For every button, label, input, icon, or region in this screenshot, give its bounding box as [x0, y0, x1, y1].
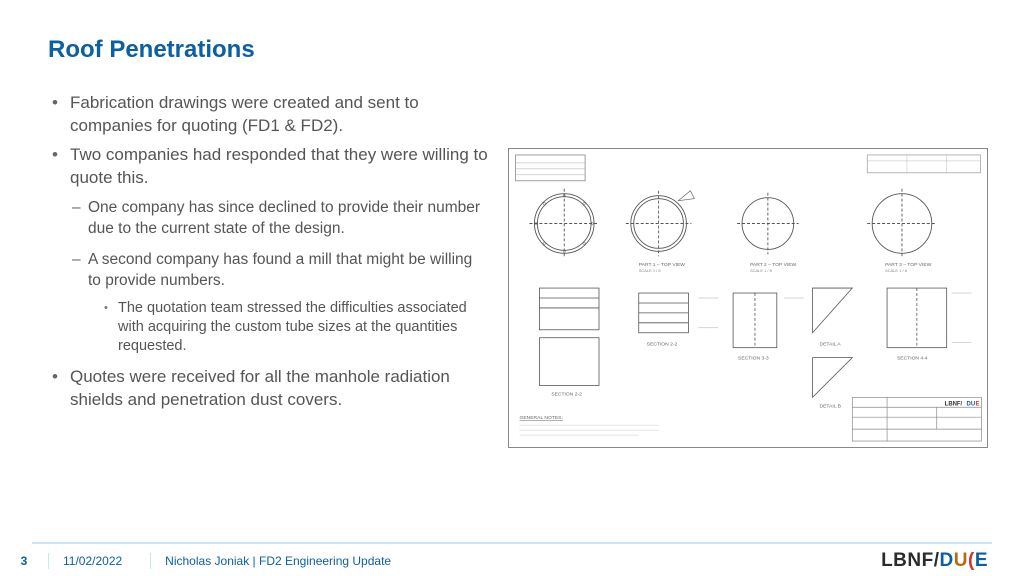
- logo-e: E: [975, 550, 988, 571]
- svg-text:SECTION 2-2: SECTION 2-2: [551, 391, 582, 397]
- content-row: Fabrication drawings were created and se…: [48, 92, 976, 448]
- footer-author-title: Nicholas Joniak | FD2 Engineering Update: [165, 554, 391, 568]
- svg-text:SCALE 1 / 8: SCALE 1 / 8: [639, 268, 662, 273]
- svg-text:DETAIL B: DETAIL B: [820, 403, 842, 409]
- text-column: Fabrication drawings were created and se…: [48, 92, 488, 448]
- svg-text:E: E: [975, 401, 979, 407]
- svg-text:SCALE 1 / 8: SCALE 1 / 8: [885, 268, 908, 273]
- footer: 3 11/02/2022 Nicholas Joniak | FD2 Engin…: [0, 542, 1024, 576]
- slide: Roof Penetrations Fabrication drawings w…: [0, 0, 1024, 576]
- engineering-drawing: PART 1 – TOP VIEW PART 2 – TOP VIEW PART…: [508, 148, 988, 448]
- svg-text:SECTION 4-4: SECTION 4-4: [897, 356, 928, 362]
- logo-lbnf: LBNF: [881, 550, 934, 571]
- bullet-3: Quotes were received for all the manhole…: [48, 366, 488, 412]
- logo-u: U: [954, 550, 968, 571]
- bullet-1: Fabrication drawings were created and se…: [48, 92, 488, 138]
- bullet-2-sub-1: One company has since declined to provid…: [70, 198, 488, 240]
- logo-d: D: [940, 550, 954, 571]
- bullet-2: Two companies had responded that they we…: [48, 144, 488, 356]
- svg-text:GENERAL NOTES:: GENERAL NOTES:: [520, 415, 563, 421]
- svg-text:DU: DU: [967, 401, 976, 407]
- svg-text:SCALE 1 / 8: SCALE 1 / 8: [750, 268, 773, 273]
- bullet-2-sub-2-sub-1: The quotation team stressed the difficul…: [102, 299, 488, 356]
- bullet-2-sub-2: A second company has found a mill that m…: [70, 250, 488, 356]
- footer-separator-2: [150, 553, 151, 569]
- footer-date: 11/02/2022: [63, 554, 122, 568]
- main-bullet-list: Fabrication drawings were created and se…: [48, 92, 488, 412]
- slide-title: Roof Penetrations: [48, 36, 976, 64]
- sub-sub-list: The quotation team stressed the difficul…: [102, 299, 488, 356]
- page-number: 3: [0, 554, 48, 568]
- drawing-column: PART 1 – TOP VIEW PART 2 – TOP VIEW PART…: [508, 92, 988, 448]
- footer-divider: [32, 542, 992, 544]
- bullet-2-text: Two companies had responded that they we…: [70, 145, 488, 187]
- logo: LBNF/DU(E: [881, 550, 988, 572]
- logo-paren: (: [968, 550, 975, 571]
- drawing-svg: PART 1 – TOP VIEW PART 2 – TOP VIEW PART…: [509, 149, 987, 447]
- footer-content: 3 11/02/2022 Nicholas Joniak | FD2 Engin…: [0, 548, 1024, 574]
- bullet-2-sub-2-text: A second company has found a mill that m…: [88, 251, 472, 289]
- footer-separator-1: [48, 553, 49, 569]
- sub-list-2: One company has since declined to provid…: [70, 198, 488, 356]
- svg-text:SECTION 2-2: SECTION 2-2: [647, 342, 678, 348]
- svg-text:LBNF/: LBNF/: [945, 401, 963, 407]
- svg-text:SECTION 3-3: SECTION 3-3: [738, 356, 769, 362]
- svg-text:DETAIL A: DETAIL A: [820, 342, 842, 348]
